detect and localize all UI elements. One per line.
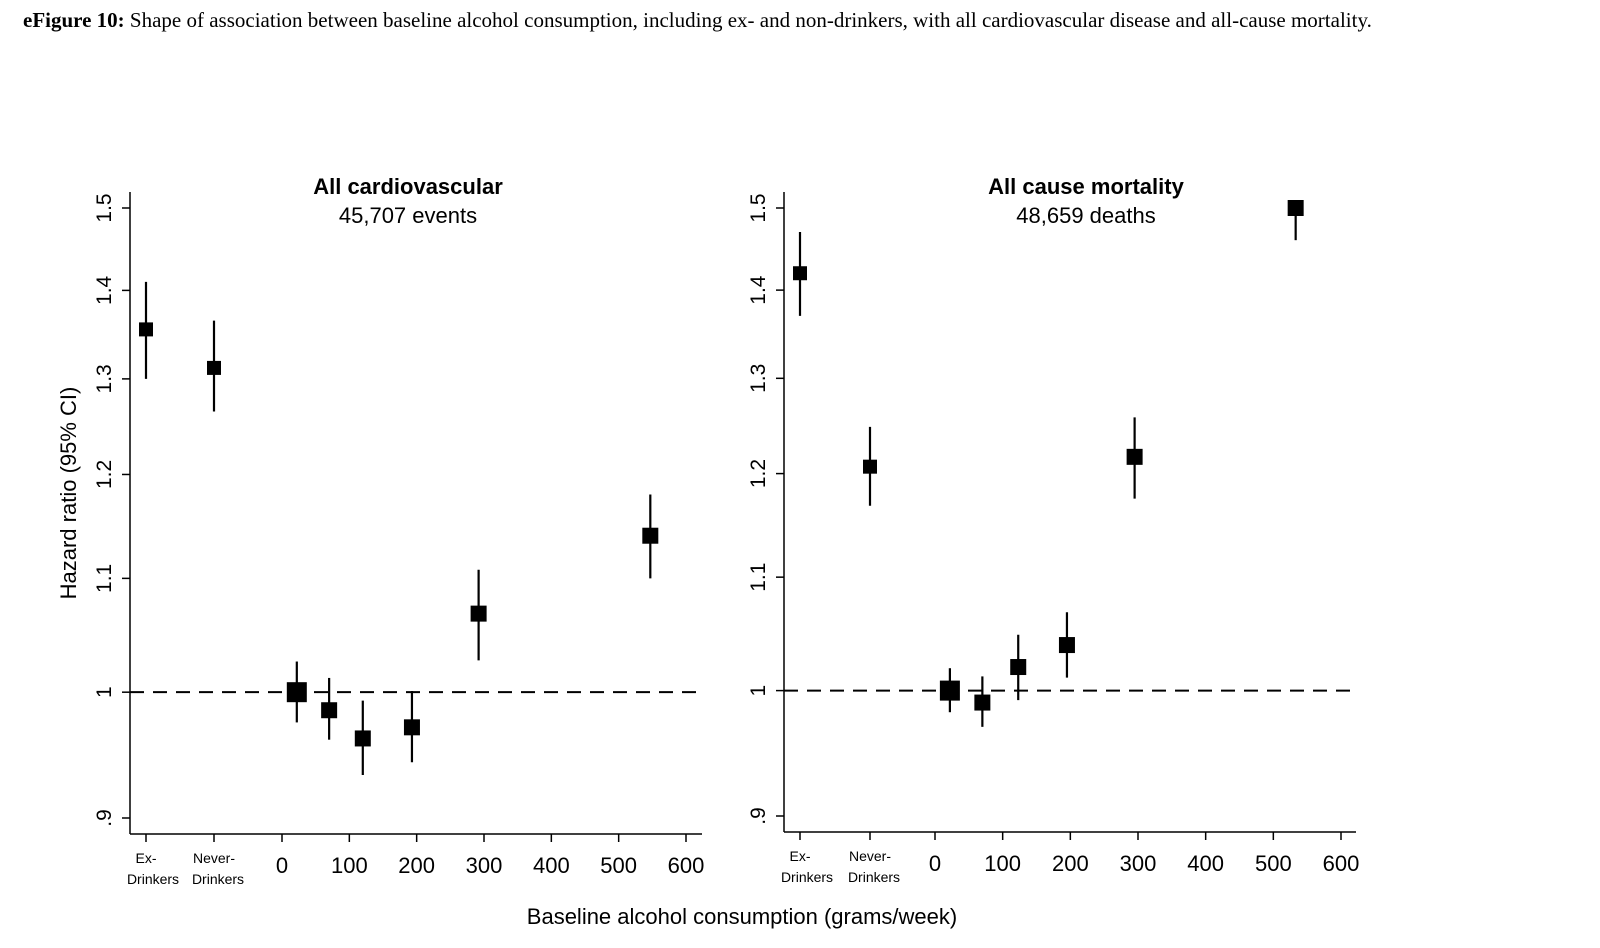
caption-label: eFigure 10: <box>23 8 125 32</box>
hr-point <box>939 680 960 701</box>
y-tick-label: 1.3 <box>747 364 770 393</box>
x-category-label: Drinkers <box>192 871 244 887</box>
y-tick-label: 1.2 <box>747 459 770 488</box>
hr-point <box>321 702 338 719</box>
hr-point <box>1010 659 1027 676</box>
x-tick-label: 600 <box>1323 851 1360 876</box>
figure-caption: eFigure 10: Shape of association between… <box>23 8 1593 33</box>
hr-point <box>286 682 307 703</box>
y-tick-label: 1.1 <box>93 564 116 593</box>
panel-cvd: .9 1 1.1 1.2 1.3 1.4 1.5 0 100 200 300 400 500 600 Ex-… <box>56 174 704 887</box>
hr-point <box>207 360 221 375</box>
hr-point <box>403 719 420 736</box>
hr-point <box>1287 200 1304 216</box>
hr-point <box>974 694 991 711</box>
y-tick-label: 1 <box>93 686 116 698</box>
panel-mortality: .9 1 1.1 1.2 1.3 1.4 1.5 0 100 200 300 400 500 600 Ex-… <box>747 174 1359 885</box>
shared-x-axis-label: Baseline alcohol consumption (grams/week… <box>527 904 957 929</box>
hr-point <box>354 730 371 747</box>
panel-subtitle: 45,707 events <box>339 203 477 228</box>
y-tick-label: 1 <box>747 685 770 697</box>
x-category-label: Drinkers <box>781 869 833 885</box>
x-category-label: Never- <box>849 848 891 864</box>
x-category-label: Ex- <box>790 848 811 864</box>
y-tick-label: 1.1 <box>747 563 770 592</box>
y-tick-label: 1.2 <box>93 460 116 489</box>
hr-point <box>793 266 807 281</box>
hr-point <box>863 459 877 474</box>
x-category-label: Never- <box>193 850 235 866</box>
panel-title: All cardiovascular <box>313 174 503 199</box>
x-tick-label: 0 <box>276 853 288 878</box>
y-tick-label: 1.3 <box>93 364 116 393</box>
caption-text: Shape of association between baseline al… <box>124 8 1372 32</box>
y-tick-label: .9 <box>747 807 770 825</box>
x-tick-label: 500 <box>1255 851 1292 876</box>
x-tick-label: 100 <box>984 851 1021 876</box>
y-tick-label: 1.5 <box>747 193 770 222</box>
y-tick-label: .9 <box>93 809 116 827</box>
y-tick-label: 1.4 <box>93 275 116 305</box>
panel-subtitle: 48,659 deaths <box>1016 203 1155 228</box>
hr-point <box>1058 637 1075 654</box>
x-tick-label: 200 <box>1052 851 1089 876</box>
y-tick-label: 1.5 <box>93 193 116 222</box>
x-category-label: Drinkers <box>848 869 900 885</box>
x-tick-label: 500 <box>600 853 637 878</box>
x-tick-label: 100 <box>331 853 368 878</box>
x-tick-label: 0 <box>929 851 941 876</box>
x-tick-label: 300 <box>1120 851 1157 876</box>
x-category-label: Drinkers <box>127 871 179 887</box>
x-category-label: Ex- <box>136 850 157 866</box>
x-tick-label: 600 <box>668 853 705 878</box>
x-tick-label: 200 <box>398 853 435 878</box>
hr-point <box>642 527 659 544</box>
x-tick-label: 400 <box>1187 851 1224 876</box>
panel-title: All cause mortality <box>988 174 1184 199</box>
hr-point <box>139 322 153 337</box>
hr-point <box>1126 448 1143 465</box>
y-tick-label: 1.4 <box>747 275 770 305</box>
hr-point <box>470 605 487 622</box>
x-tick-label: 300 <box>466 853 503 878</box>
y-axis-label: Hazard ratio (95% CI) <box>56 387 81 600</box>
x-tick-label: 400 <box>533 853 570 878</box>
